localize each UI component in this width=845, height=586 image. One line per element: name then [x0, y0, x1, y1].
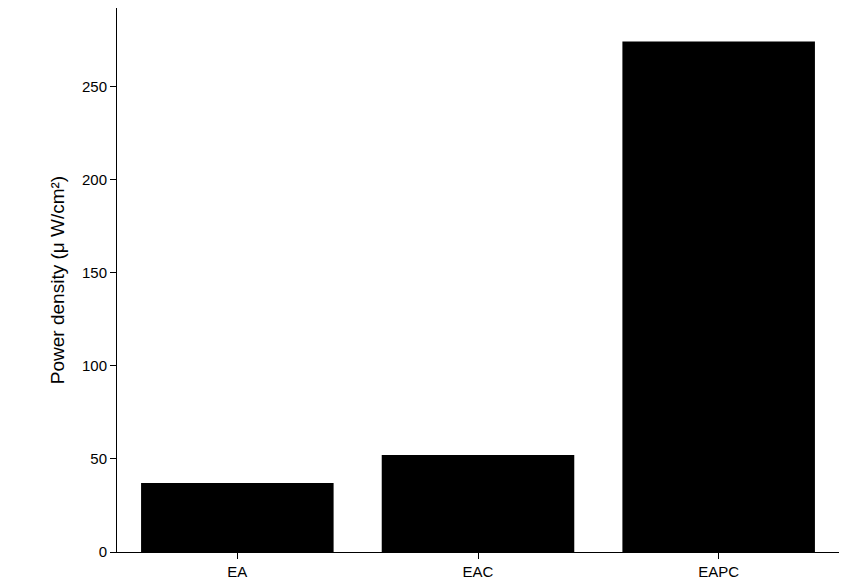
svg-text:Power density (μ W/cm²): Power density (μ W/cm²)	[47, 176, 68, 384]
svg-text:250: 250	[82, 78, 107, 95]
svg-text:0: 0	[99, 543, 107, 560]
svg-text:EAPC: EAPC	[698, 563, 739, 580]
svg-text:50: 50	[90, 450, 107, 467]
svg-text:150: 150	[82, 264, 107, 281]
svg-text:EA: EA	[227, 563, 247, 580]
svg-text:200: 200	[82, 171, 107, 188]
svg-text:100: 100	[82, 357, 107, 374]
svg-text:EAC: EAC	[463, 563, 494, 580]
